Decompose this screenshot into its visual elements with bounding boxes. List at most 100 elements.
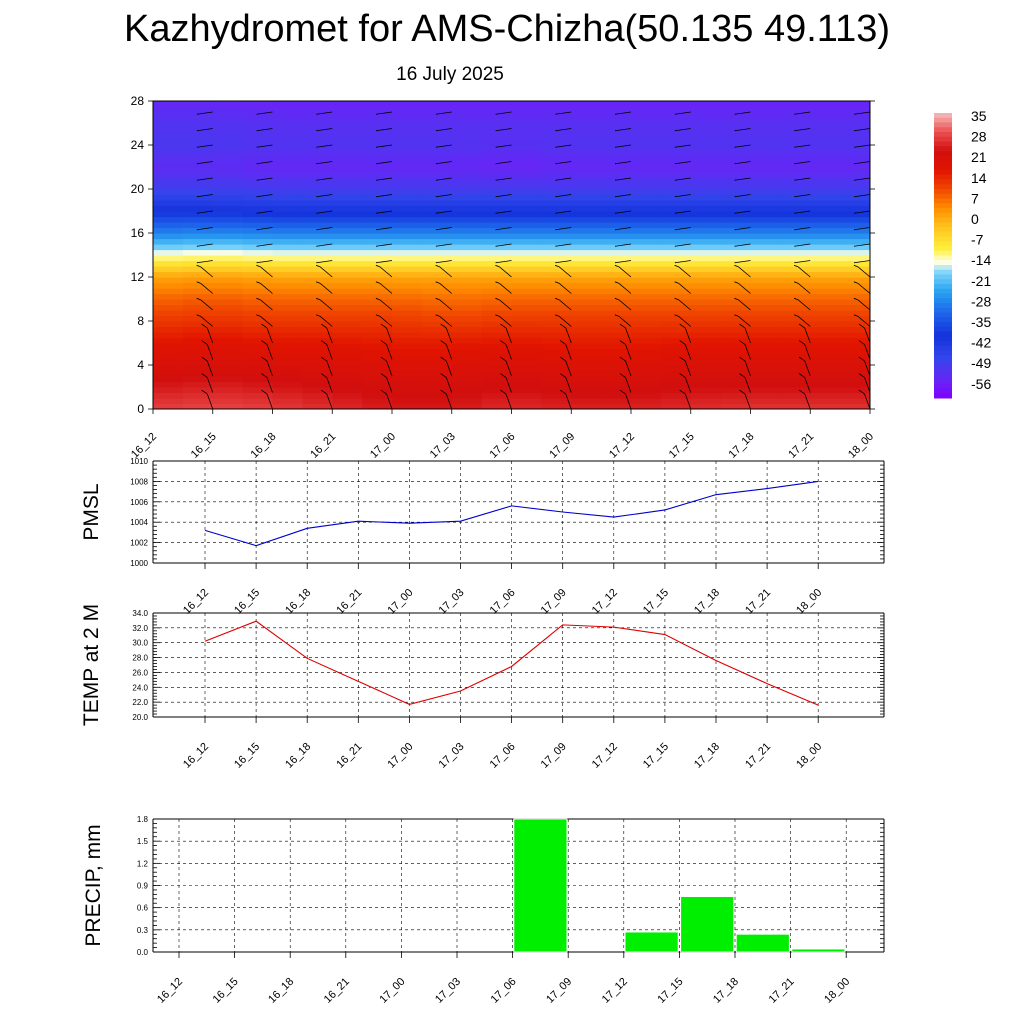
wind-barb-flag <box>137 265 141 266</box>
y-tick-label: 0.6 <box>137 904 149 913</box>
wind-barb-flag <box>798 373 806 378</box>
heatmap-cell <box>511 299 542 306</box>
heatmap-cell <box>392 178 423 185</box>
heatmap-cell <box>212 271 244 278</box>
wind-barb <box>316 194 333 198</box>
wind-barb <box>435 111 452 115</box>
heatmap-cell <box>780 117 811 124</box>
heatmap-cell <box>153 359 184 366</box>
heatmap-cell <box>541 326 572 333</box>
heatmap-cell <box>242 354 274 361</box>
heatmap-cell <box>421 293 453 300</box>
heatmap-cell <box>631 244 662 251</box>
heatmap-cell <box>810 106 841 113</box>
heatmap-cell <box>302 398 333 405</box>
heatmap-cell <box>601 178 632 185</box>
heatmap-cell <box>750 381 781 388</box>
heatmap-cell <box>242 172 274 179</box>
heatmap-cell <box>242 134 274 141</box>
heatmap-cell <box>780 233 811 240</box>
heatmap-cell <box>810 293 841 300</box>
heatmap-cell <box>660 222 692 229</box>
heatmap-cell <box>182 139 214 146</box>
heatmap-cell <box>272 392 303 399</box>
heatmap-cell <box>840 238 870 245</box>
heatmap-cell <box>840 337 870 344</box>
colorbar-swatch <box>934 236 952 242</box>
heatmap-cell <box>212 365 244 372</box>
heatmap-cell <box>362 123 393 130</box>
colorbar-swatch <box>934 132 952 138</box>
wind-barb <box>153 161 154 162</box>
heatmap-cell <box>571 293 602 300</box>
wind-barb <box>435 227 452 231</box>
heatmap-cell <box>451 282 483 289</box>
wind-barb <box>376 177 393 181</box>
heatmap-cell <box>302 354 333 361</box>
wind-barb <box>376 243 393 247</box>
heatmap-cell <box>153 117 184 124</box>
x-tick-label: 16_21 <box>308 431 338 461</box>
heatmap-cell <box>571 167 602 174</box>
heatmap-cell <box>212 381 244 388</box>
heatmap-cell <box>571 310 602 317</box>
heatmap-cell <box>451 161 483 168</box>
heatmap-cell <box>451 260 483 267</box>
heatmap-cell <box>660 189 692 196</box>
heatmap-cell <box>272 123 303 130</box>
wind-barb <box>615 260 632 264</box>
heatmap-cell <box>660 354 692 361</box>
heatmap-cell <box>362 117 393 124</box>
wind-barb <box>376 194 393 198</box>
heatmap-cell <box>631 211 662 218</box>
wind-barb <box>734 260 751 264</box>
heatmap-cell <box>182 189 214 196</box>
heatmap-cell <box>511 117 542 124</box>
heatmap-cell <box>690 178 722 185</box>
wind-barb <box>864 393 870 409</box>
wind-barb <box>565 344 572 360</box>
heatmap-cell <box>481 194 513 201</box>
wind-barb <box>797 266 811 278</box>
wind-barb-flag <box>853 314 858 317</box>
heatmap-cell <box>332 211 363 218</box>
heatmap-cell <box>182 398 214 405</box>
heatmap-cell <box>571 249 602 256</box>
heatmap-cell <box>511 200 542 207</box>
heatmap-cell <box>780 392 811 399</box>
heatmap-cell <box>212 403 244 409</box>
wind-barb-flag <box>261 373 268 378</box>
heatmap-cell <box>362 277 393 284</box>
heatmap-cell <box>421 260 453 267</box>
colorbar-swatch <box>934 369 952 375</box>
wind-barb-flag <box>196 297 201 301</box>
heatmap-cell <box>272 238 303 245</box>
x-tick-label: 17_06 <box>488 587 518 617</box>
heatmap-cell <box>541 233 572 240</box>
heatmap-cell <box>571 134 602 141</box>
heatmap-cell <box>332 348 363 355</box>
wind-barb <box>744 344 751 360</box>
wind-barb-flag <box>196 264 201 268</box>
heatmap-cell <box>421 376 453 383</box>
heatmap-cell <box>780 106 811 113</box>
heatmap-cell <box>451 112 483 119</box>
heatmap-cell <box>660 139 692 146</box>
heatmap-cell <box>511 194 542 201</box>
wind-barb <box>505 393 512 409</box>
heatmap-cell <box>242 403 274 409</box>
heatmap-cell <box>362 359 393 366</box>
heatmap-cell <box>332 310 363 317</box>
heatmap-cell <box>182 326 214 333</box>
colorbar-swatch <box>934 184 952 190</box>
heatmap-cell <box>302 321 333 328</box>
heatmap-cell <box>601 277 632 284</box>
wind-barb-flag <box>853 281 858 284</box>
heatmap-cell <box>302 227 333 234</box>
heatmap-cell <box>750 200 781 207</box>
heatmap-cell <box>601 293 632 300</box>
heatmap-cell <box>481 123 513 130</box>
heatmap-cell <box>272 183 303 190</box>
heatmap-cell <box>153 238 184 245</box>
heatmap-cell <box>541 139 572 146</box>
